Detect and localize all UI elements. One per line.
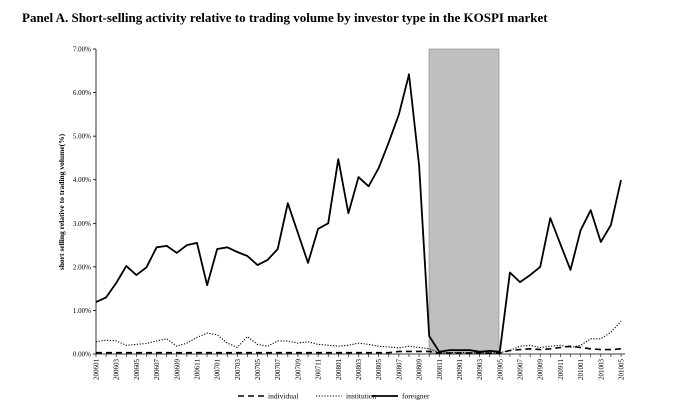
x-tick-label: 200703 [234,359,242,381]
y-axis-label: short selling relative to trading volume… [57,133,66,270]
x-tick-label: 200911 [557,359,565,380]
legend-label: institution [346,392,377,401]
shaded-period [428,48,500,355]
y-tick-label: 6.00% [73,89,91,97]
x-tick-label: 200805 [375,359,383,381]
x-tick-label: 200709 [294,359,302,381]
x-tick-label: 200707 [274,359,282,381]
x-tick-label: 200701 [214,359,222,381]
x-tick-label: 200603 [113,359,121,381]
y-tick-label: 3.00% [73,220,91,228]
y-tick-label: 1.00% [73,307,91,315]
x-tick-label: 200711 [315,359,323,380]
chart-title: Panel A. Short-selling activity relative… [22,10,548,25]
x-tick-label: 200907 [517,359,525,381]
x-tick-label: 201005 [618,359,626,381]
y-tick-label: 5.00% [73,133,91,141]
series-line [95,320,622,354]
legend-label: foreigner [402,392,430,401]
x-tick-label: 200809 [416,359,424,381]
x-tick-label: 200601 [93,359,101,381]
x-tick-label: 200611 [193,359,201,380]
x-tick-label: 200803 [355,359,363,381]
x-tick-label: 200905 [496,359,504,381]
x-tick-label: 200811 [436,359,444,380]
x-tick-label: 201003 [597,359,605,381]
x-tick-label: 200903 [476,359,484,381]
y-tick-label: 4.00% [73,176,91,184]
x-tick-label: 200909 [537,359,545,381]
x-tick-label: 200705 [254,359,262,381]
y-tick-label: 2.00% [73,263,91,271]
x-tick-label: 200609 [173,359,181,381]
x-tick-label: 200605 [133,359,141,381]
series-line [95,73,622,353]
x-tick-label: 200607 [153,359,161,381]
y-tick-label: 0.00% [73,351,91,359]
x-tick-label: 200801 [335,359,343,381]
x-tick-label: 201001 [577,359,585,381]
series-line [96,345,622,354]
legend-label: individual [268,392,298,401]
y-tick-label: 7.00% [73,46,91,54]
x-tick-label: 200807 [395,359,403,381]
x-tick-label: 200901 [456,359,464,381]
